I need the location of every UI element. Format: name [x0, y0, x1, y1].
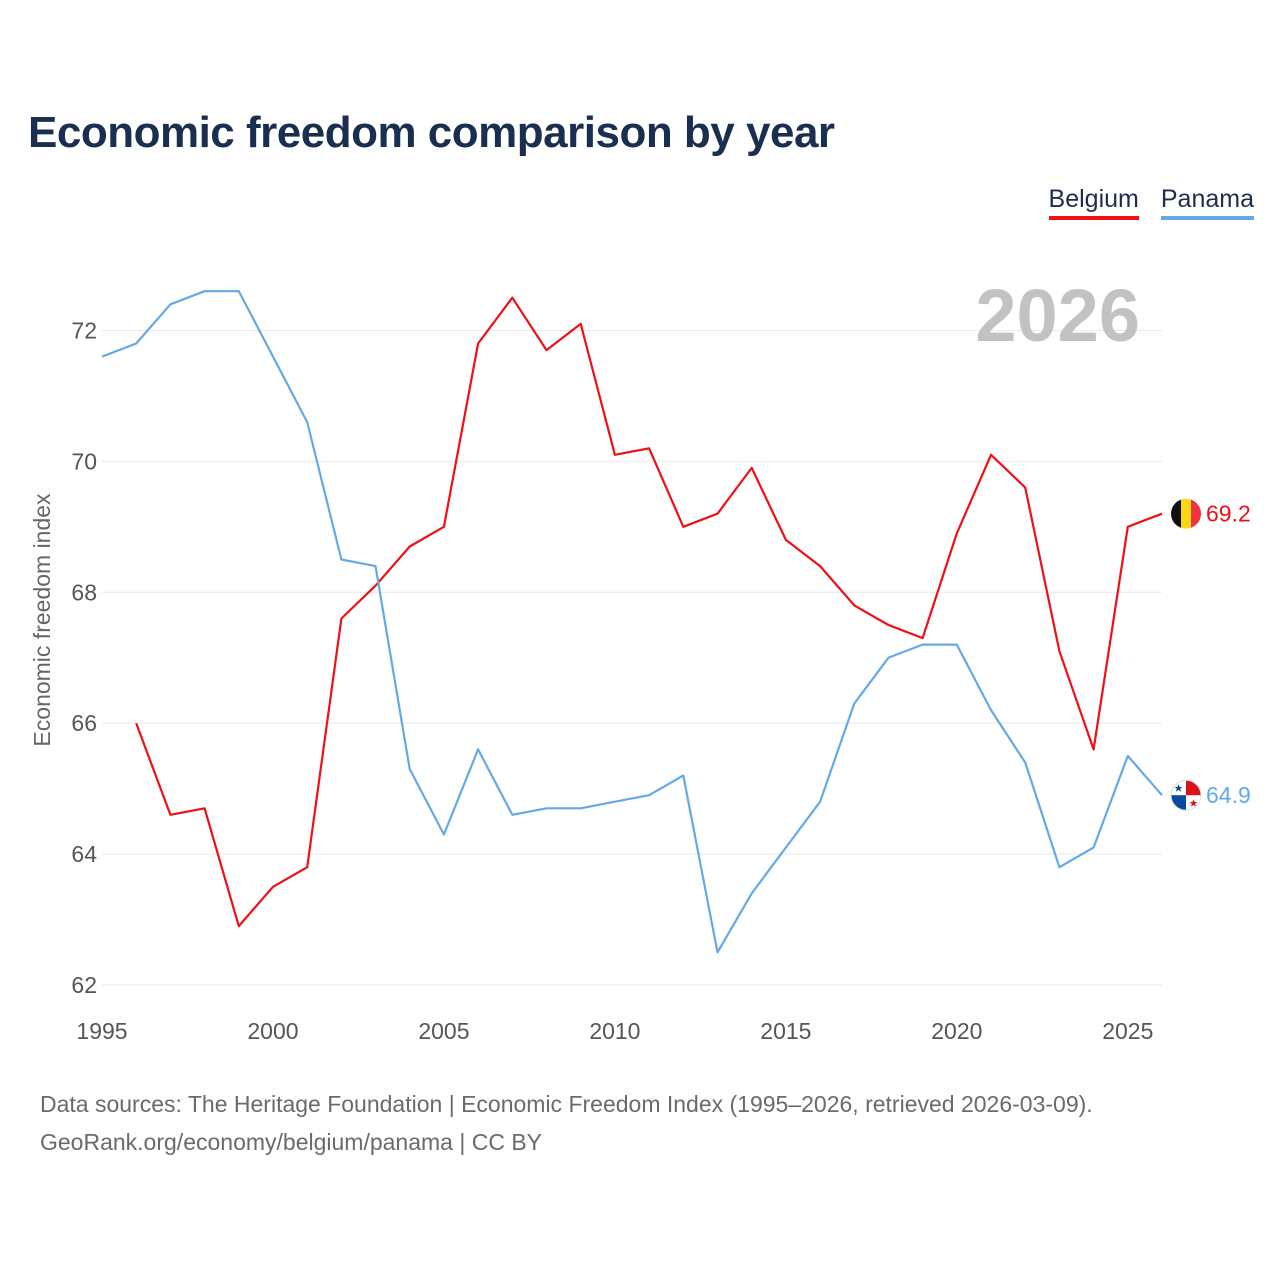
y-tick-label-66: 66 [71, 710, 97, 736]
belgium-flag-icon [1171, 498, 1201, 529]
source-line-1: Data sources: The Heritage Foundation | … [40, 1091, 1093, 1117]
legend: Belgium Panama [1048, 184, 1254, 220]
source-line-2: GeoRank.org/economy/belgium/panama | CC … [40, 1129, 543, 1155]
end-value-belgium: 69.2 [1206, 501, 1251, 527]
y-tick-label-72: 72 [71, 317, 97, 343]
x-tick-label-1995: 1995 [76, 1018, 127, 1044]
x-axis-ticks: 1995 2000 2005 2010 2015 2020 2025 [76, 1018, 1153, 1044]
source-note: Data sources: The Heritage Foundation | … [40, 1085, 1093, 1161]
grid [102, 329, 1162, 986]
legend-item-belgium[interactable]: Belgium [1048, 184, 1139, 220]
x-tick-label-2025: 2025 [1102, 1018, 1153, 1044]
y-tick-label-70: 70 [71, 448, 97, 474]
x-tick-label-2010: 2010 [589, 1018, 640, 1044]
panama-flag-icon [1170, 779, 1202, 811]
series-line-panama[interactable] [101, 290, 1163, 954]
chart-title: Economic freedom comparison by year [28, 108, 835, 157]
series-group [101, 290, 1163, 954]
y-axis-title: Economic freedom index [29, 493, 55, 747]
legend-item-panama[interactable]: Panama [1160, 184, 1254, 220]
x-tick-label-2015: 2015 [760, 1018, 811, 1044]
y-axis-ticks: 62 64 66 68 70 72 [71, 317, 97, 998]
x-tick-label-2020: 2020 [931, 1018, 982, 1044]
current-year-label: 2026 [975, 274, 1140, 357]
y-tick-label-64: 64 [71, 841, 97, 867]
series-line-belgium[interactable] [135, 296, 1163, 928]
y-tick-label-68: 68 [71, 579, 97, 605]
x-tick-label-2005: 2005 [418, 1018, 469, 1044]
y-tick-label-62: 62 [71, 972, 97, 998]
x-tick-label-2000: 2000 [247, 1018, 298, 1044]
end-value-panama: 64.9 [1206, 782, 1251, 808]
